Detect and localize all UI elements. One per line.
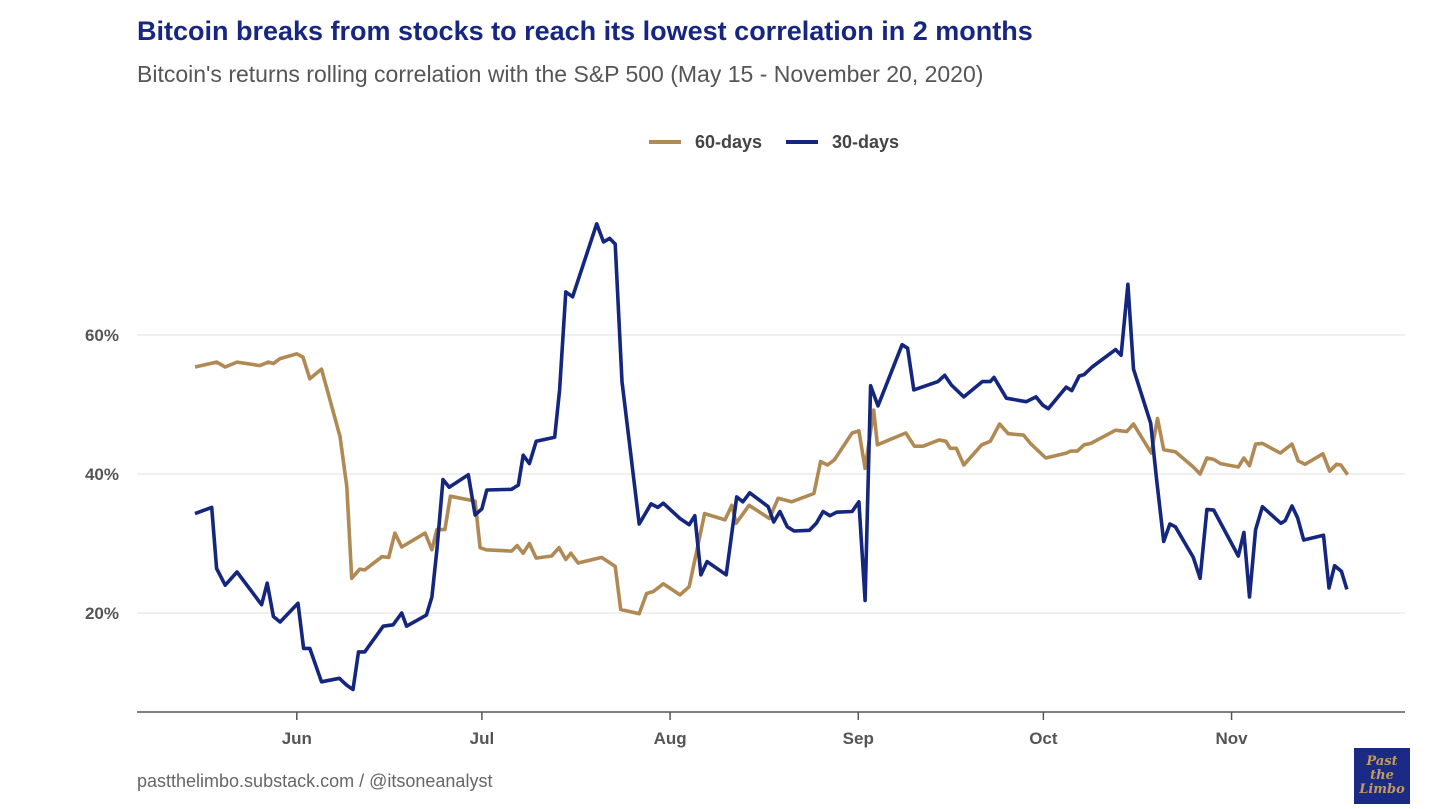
- x-axis-ticks: Jun Jul Aug Sep Oct Nov: [282, 712, 1248, 748]
- y-tick-label: 40%: [85, 465, 119, 484]
- source-credit: pastthelimbo.substack.com / @itsoneanaly…: [137, 771, 493, 791]
- x-tick-label: Nov: [1215, 729, 1248, 748]
- y-axis-ticks: 20% 40% 60%: [85, 326, 119, 623]
- chart-title: Bitcoin breaks from stocks to reach its …: [137, 16, 1033, 46]
- x-tick-label: Oct: [1029, 729, 1058, 748]
- legend-label-60-days: 60-days: [695, 132, 762, 152]
- series-line-60-days: [194, 351, 1350, 616]
- x-tick-label: Aug: [654, 729, 687, 748]
- legend-label-30-days: 30-days: [832, 132, 899, 152]
- series-lines: [194, 222, 1350, 692]
- y-tick-label: 60%: [85, 326, 119, 345]
- past-the-limbo-logo: Past the Limbo: [1354, 748, 1410, 804]
- chart-subtitle: Bitcoin's returns rolling correlation wi…: [137, 61, 984, 87]
- y-tick-label: 20%: [85, 604, 119, 623]
- legend: 60-days 30-days: [649, 132, 899, 152]
- gridlines: [137, 334, 1405, 614]
- x-tick-label: Sep: [843, 729, 874, 748]
- series-line-30-days: [194, 222, 1349, 692]
- x-tick-label: Jun: [282, 729, 312, 748]
- x-tick-label: Jul: [470, 729, 495, 748]
